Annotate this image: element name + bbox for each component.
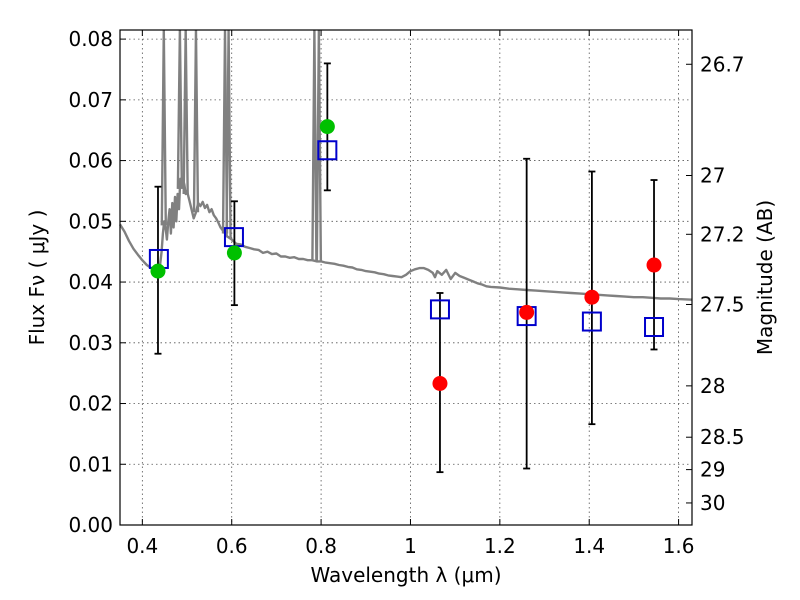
x-tick-label: 0.6: [216, 534, 248, 558]
detection-point: [226, 245, 242, 261]
x-tick-label: 1.4: [573, 534, 605, 558]
detection-point: [319, 119, 335, 135]
y-tick-label: 0.05: [68, 209, 113, 233]
emission-line: [311, 29, 318, 261]
model-photometry-square: [317, 140, 338, 161]
model-photometry-square: [429, 299, 450, 320]
x-tick-label: 1: [404, 534, 417, 558]
x-tick-label: 1.2: [484, 534, 516, 558]
y2-axis-title: Magnitude (AB): [753, 200, 777, 355]
x-tick-label: 0.4: [126, 534, 158, 558]
y-tick-label: 0.06: [68, 149, 113, 173]
y-tick-label: 0.08: [68, 27, 113, 51]
y2-tick-label: 27.5: [700, 292, 745, 316]
data-points: [148, 119, 665, 391]
x-tick-label: 1.6: [663, 534, 695, 558]
y2-tick-label: 27: [700, 163, 725, 187]
y-tick-label: 0.07: [68, 88, 113, 112]
upper-limit-point: [584, 289, 600, 305]
emission-line: [192, 29, 200, 213]
model-photometry-square: [581, 311, 602, 332]
upper-limit-point: [646, 257, 662, 273]
emission-line: [176, 29, 184, 189]
upper-limit-point: [432, 375, 448, 391]
y2-tick-label: 28: [700, 374, 725, 398]
emission-line: [182, 29, 189, 195]
x-tick-label: 0.8: [305, 534, 337, 558]
model-spectrum-line: [118, 177, 693, 301]
y2-tick-label: 27.2: [700, 222, 745, 246]
model-photometry-square: [644, 317, 665, 337]
detection-point: [150, 263, 166, 279]
y-tick-label: 0.04: [68, 270, 113, 294]
x-axis-title: Wavelength λ (μm): [310, 563, 501, 587]
model-spectrum: [118, 29, 693, 301]
y2-tick-label: 28.5: [700, 425, 745, 449]
y2-tick-label: 29: [700, 458, 725, 482]
y2-tick-label: 26.7: [700, 52, 745, 76]
y-axis-title: Flux Fν ( μJy ): [25, 210, 49, 346]
emission-line: [225, 29, 232, 238]
y-tick-label: 0.00: [68, 513, 113, 537]
upper-limit-point: [519, 304, 535, 320]
emission-line: [160, 29, 167, 226]
y2-tick-label: 30: [700, 491, 725, 515]
plot-frame: [119, 29, 693, 526]
axis-ticks: 0.4 0.6 0.8 1 1.2 1.4 1.6 0.00 0.01 0.02 0.03 0.04 0…: [68, 27, 744, 558]
y-tick-label: 0.02: [68, 392, 113, 416]
grid: [120, 30, 692, 526]
y-tick-label: 0.03: [68, 331, 113, 355]
y-tick-label: 0.01: [68, 452, 113, 476]
